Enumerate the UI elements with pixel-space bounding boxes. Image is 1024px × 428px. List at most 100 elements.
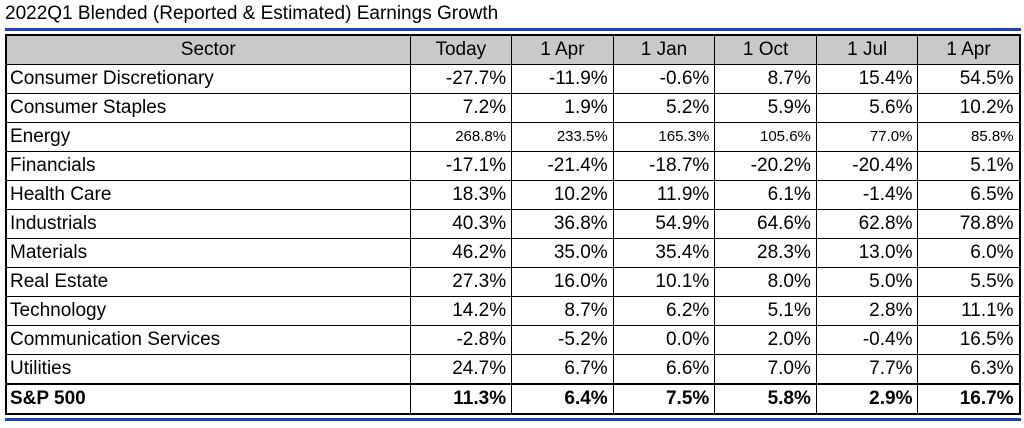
value-cell: 7.7%: [815, 354, 919, 385]
value-cell: 5.9%: [714, 93, 817, 123]
sector-cell: Industrials: [5, 209, 411, 239]
value-cell: 16.0%: [511, 267, 614, 297]
value-cell: 5.1%: [714, 296, 817, 326]
total-value-cell: 11.3%: [409, 383, 513, 415]
value-cell: 13.0%: [815, 238, 919, 268]
total-value-cell: 2.9%: [815, 383, 919, 415]
sector-cell: Consumer Discretionary: [5, 64, 411, 94]
sector-cell: Technology: [5, 296, 411, 326]
earnings-growth-table: Sector Today 1 Apr 1 Jan 1 Oct 1 Jul 1 A…: [5, 34, 1021, 415]
sector-cell: Utilities: [5, 354, 411, 385]
header-row: Sector Today 1 Apr 1 Jan 1 Oct 1 Jul 1 A…: [5, 34, 1021, 65]
table-row: Technology 14.2% 8.7% 6.2% 5.1% 2.8% 11.…: [5, 296, 1021, 326]
title-underline-rule: [5, 28, 1021, 31]
total-value-cell: 5.8%: [714, 383, 817, 415]
value-cell: 268.8%: [409, 122, 513, 152]
value-cell: 7.0%: [714, 354, 817, 385]
value-cell: 0.0%: [612, 325, 716, 355]
value-cell: 5.2%: [612, 93, 716, 123]
sector-cell: Energy: [5, 122, 411, 152]
table-row: Materials 46.2% 35.0% 35.4% 28.3% 13.0% …: [5, 238, 1021, 268]
table-row: Utilities 24.7% 6.7% 6.6% 7.0% 7.7% 6.3%: [5, 354, 1021, 385]
value-cell: -21.4%: [511, 151, 614, 181]
table-row: Consumer Staples 7.2% 1.9% 5.2% 5.9% 5.6…: [5, 93, 1021, 123]
sector-cell: Health Care: [5, 180, 411, 210]
value-cell: 8.0%: [714, 267, 817, 297]
value-cell: 6.6%: [612, 354, 716, 385]
table-row: Financials -17.1% -21.4% -18.7% -20.2% -…: [5, 151, 1021, 181]
value-cell: 105.6%: [714, 122, 817, 152]
value-cell: 77.0%: [815, 122, 919, 152]
value-cell: 10.1%: [612, 267, 716, 297]
value-cell: 8.7%: [714, 64, 817, 94]
value-cell: 62.8%: [815, 209, 919, 239]
table-row: Consumer Discretionary -27.7% -11.9% -0.…: [5, 64, 1021, 94]
value-cell: -1.4%: [815, 180, 919, 210]
value-cell: 1.9%: [511, 93, 614, 123]
value-cell: 78.8%: [917, 209, 1021, 239]
total-value-cell: 16.7%: [917, 383, 1021, 415]
value-cell: 40.3%: [409, 209, 513, 239]
value-cell: 6.7%: [511, 354, 614, 385]
value-cell: 10.2%: [511, 180, 614, 210]
value-cell: -18.7%: [612, 151, 716, 181]
value-cell: 5.0%: [815, 267, 919, 297]
value-cell: 18.3%: [409, 180, 513, 210]
value-cell: 36.8%: [511, 209, 614, 239]
value-cell: 5.6%: [815, 93, 919, 123]
table-row: Energy 268.8% 233.5% 165.3% 105.6% 77.0%…: [5, 122, 1021, 152]
value-cell: 24.7%: [409, 354, 513, 385]
value-cell: -27.7%: [409, 64, 513, 94]
table-row: Real Estate 27.3% 16.0% 10.1% 8.0% 5.0% …: [5, 267, 1021, 297]
total-label-cell: S&P 500: [5, 383, 411, 415]
value-cell: -5.2%: [511, 325, 614, 355]
value-cell: 85.8%: [917, 122, 1021, 152]
value-cell: 6.0%: [917, 238, 1021, 268]
column-header-1-jul: 1 Jul: [815, 34, 919, 65]
column-header-1-apr-recent: 1 Apr: [511, 34, 614, 65]
value-cell: 6.5%: [917, 180, 1021, 210]
value-cell: 35.4%: [612, 238, 716, 268]
table-row: Industrials 40.3% 36.8% 54.9% 64.6% 62.8…: [5, 209, 1021, 239]
sector-cell: Financials: [5, 151, 411, 181]
value-cell: 2.8%: [815, 296, 919, 326]
column-header-1-oct: 1 Oct: [714, 34, 817, 65]
value-cell: 6.1%: [714, 180, 817, 210]
value-cell: 233.5%: [511, 122, 614, 152]
value-cell: 46.2%: [409, 238, 513, 268]
value-cell: 2.0%: [714, 325, 817, 355]
value-cell: 54.5%: [917, 64, 1021, 94]
total-value-cell: 7.5%: [612, 383, 716, 415]
value-cell: 35.0%: [511, 238, 614, 268]
total-row: S&P 500 11.3% 6.4% 7.5% 5.8% 2.9% 16.7%: [5, 383, 1021, 415]
value-cell: 6.2%: [612, 296, 716, 326]
value-cell: 11.1%: [917, 296, 1021, 326]
sector-cell: Real Estate: [5, 267, 411, 297]
value-cell: 7.2%: [409, 93, 513, 123]
value-cell: 16.5%: [917, 325, 1021, 355]
value-cell: -17.1%: [409, 151, 513, 181]
value-cell: -0.6%: [612, 64, 716, 94]
value-cell: 6.3%: [917, 354, 1021, 385]
value-cell: -11.9%: [511, 64, 614, 94]
sector-cell: Communication Services: [5, 325, 411, 355]
sector-cell: Consumer Staples: [5, 93, 411, 123]
value-cell: -20.4%: [815, 151, 919, 181]
value-cell: 5.1%: [917, 151, 1021, 181]
value-cell: -0.4%: [815, 325, 919, 355]
value-cell: -20.2%: [714, 151, 817, 181]
table-row: Health Care 18.3% 10.2% 11.9% 6.1% -1.4%…: [5, 180, 1021, 210]
total-value-cell: 6.4%: [511, 383, 614, 415]
column-header-today: Today: [409, 34, 513, 65]
table-title: 2022Q1 Blended (Reported & Estimated) Ea…: [5, 3, 499, 24]
value-cell: 8.7%: [511, 296, 614, 326]
value-cell: 11.9%: [612, 180, 716, 210]
value-cell: -2.8%: [409, 325, 513, 355]
value-cell: 5.5%: [917, 267, 1021, 297]
value-cell: 54.9%: [612, 209, 716, 239]
value-cell: 14.2%: [409, 296, 513, 326]
sector-cell: Materials: [5, 238, 411, 268]
table-row: Communication Services -2.8% -5.2% 0.0% …: [5, 325, 1021, 355]
value-cell: 15.4%: [815, 64, 919, 94]
value-cell: 165.3%: [612, 122, 716, 152]
